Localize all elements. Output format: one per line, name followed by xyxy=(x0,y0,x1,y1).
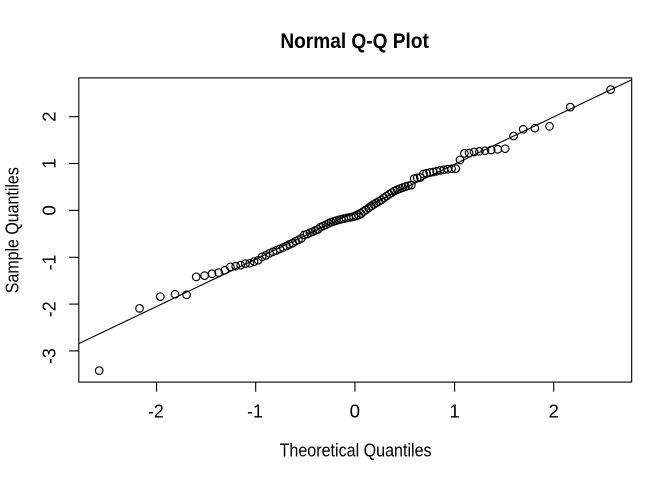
svg-text:1: 1 xyxy=(39,158,60,168)
svg-text:0: 0 xyxy=(350,401,360,422)
svg-text:Normal Q-Q Plot: Normal Q-Q Plot xyxy=(280,28,429,53)
svg-text:2: 2 xyxy=(548,401,558,422)
svg-text:-2: -2 xyxy=(39,301,60,317)
svg-text:2: 2 xyxy=(39,111,60,121)
svg-text:Sample Quantiles: Sample Quantiles xyxy=(2,167,23,293)
svg-text:-1: -1 xyxy=(39,255,60,271)
svg-text:-3: -3 xyxy=(39,348,60,364)
svg-text:-2: -2 xyxy=(148,401,164,422)
svg-text:-1: -1 xyxy=(247,401,263,422)
svg-text:1: 1 xyxy=(449,401,459,422)
svg-text:0: 0 xyxy=(39,205,60,215)
svg-text:Theoretical Quantiles: Theoretical Quantiles xyxy=(280,439,432,460)
